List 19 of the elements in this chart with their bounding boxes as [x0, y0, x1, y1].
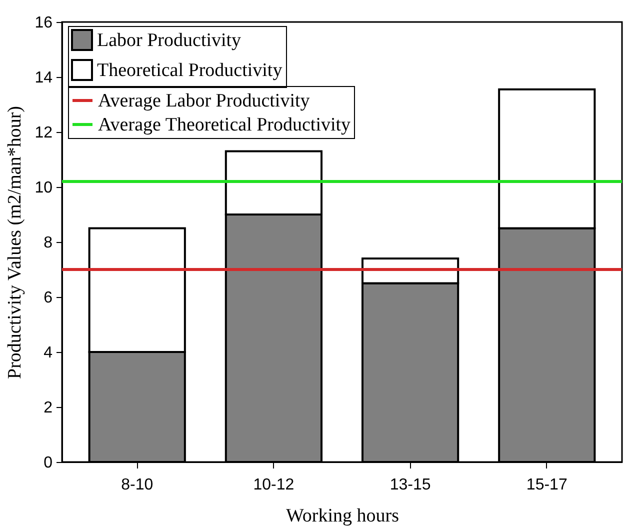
legend-label: Labor Productivity — [97, 30, 242, 51]
x-tick-label: 8-10 — [121, 476, 154, 494]
x-tick-label: 15-17 — [526, 476, 568, 494]
x-tick-label: 10-12 — [253, 476, 294, 494]
y-tick-label: 8 — [44, 234, 53, 252]
y-axis-title: Productivity Values (m2/man*hour) — [4, 106, 26, 380]
y-tick-label: 10 — [34, 180, 53, 196]
y-tick-label: 16 — [34, 14, 53, 32]
y-tick-label: 0 — [44, 454, 53, 472]
y-tick-label: 6 — [44, 290, 53, 306]
y-tick-label: 12 — [34, 124, 53, 142]
legend-label: Average Labor Productivity — [98, 90, 310, 112]
y-tick-label: 4 — [44, 344, 53, 362]
legend-label: Average Theoretical Productivity — [98, 114, 352, 136]
x-axis-title: Working hours — [286, 506, 399, 526]
y-tick-label: 14 — [34, 70, 53, 86]
y-tick-label: 2 — [44, 400, 53, 416]
x-tick-label: 13-15 — [390, 476, 431, 494]
legend-label: Theoretical Productivity — [97, 60, 283, 81]
